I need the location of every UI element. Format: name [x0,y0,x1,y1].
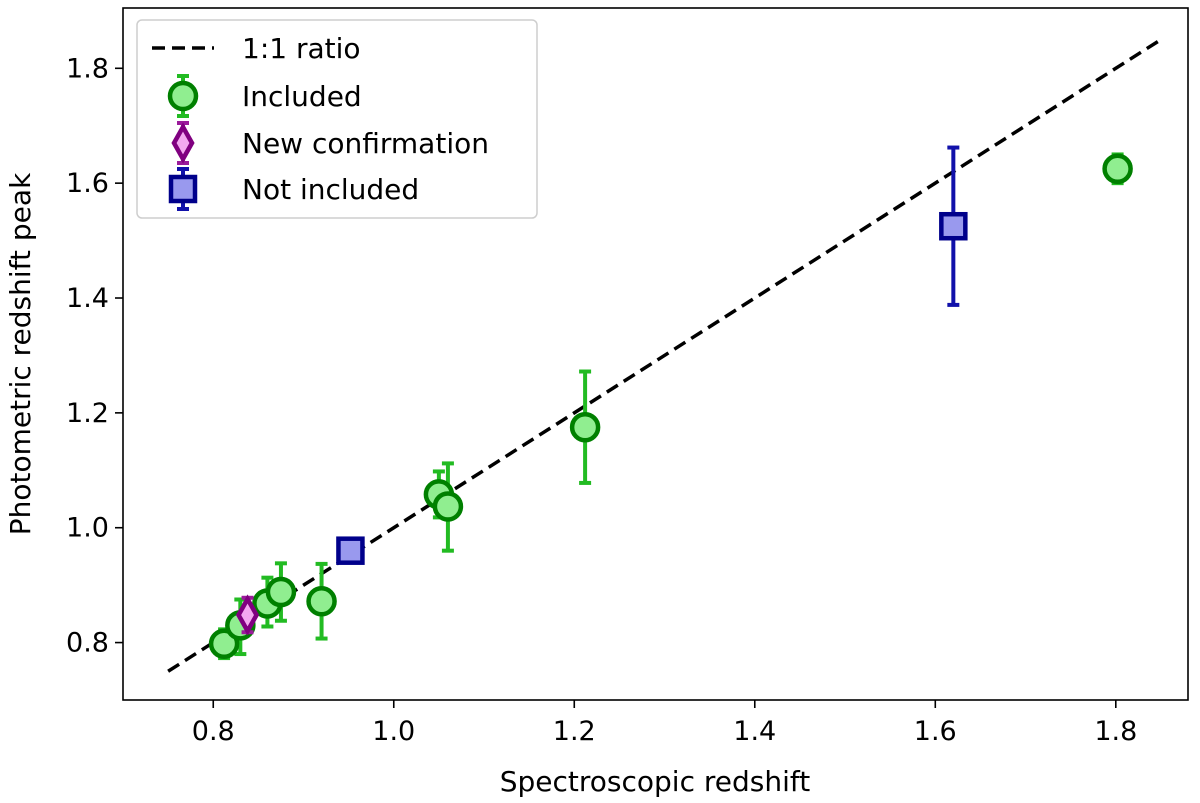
y-tick-label: 1.6 [66,168,109,199]
legend-label: Not included [242,173,419,206]
data-point-circle [265,576,297,608]
plot-area [167,38,1162,673]
data-point-circle [569,411,601,443]
y-axis-ticks: 0.8 1.0 1.2 1.4 1.6 1.8 [66,53,123,659]
data-point-square [939,211,968,241]
series-not-included [336,145,968,565]
data-point-circle [432,491,464,522]
y-tick-label: 0.8 [66,628,109,659]
y-tick-label: 1.0 [66,513,109,544]
x-tick-label: 1.2 [553,716,596,747]
legend-box [136,19,538,219]
x-tick-label: 1.8 [1094,716,1137,747]
x-tick-label: 1.0 [372,716,415,747]
x-tick-label: 1.6 [914,716,957,747]
x-tick-label: 0.8 [192,716,235,747]
series-included [208,152,1133,661]
plot-frame [122,7,1189,701]
legend-label: 1:1 ratio [242,32,361,65]
legend-handle-circle [167,80,199,112]
data-point-circle [306,585,337,617]
legend-label: New confirmation [242,127,489,160]
data-point-square [336,536,365,565]
y-axis-label: Photometric redshift peak [4,172,37,535]
reference-line-1to1 [167,38,1162,673]
data-point-diamond [235,594,260,636]
data-point-circle [1102,153,1133,185]
y-tick-label: 1.8 [66,53,109,84]
legend: 1:1 ratio Included New confirmation Not inc… [136,19,538,219]
legend-handle-square [168,174,198,204]
legend-handle-diamond [171,122,195,164]
x-tick-label: 1.4 [733,716,776,747]
data-point-circle [208,628,240,659]
x-axis-ticks: 0.8 1.0 1.2 1.4 1.6 1.8 [192,700,1137,747]
x-axis-label: Spectroscopic redshift [500,765,811,798]
legend-label: Included [242,80,362,113]
y-tick-label: 1.2 [66,398,109,429]
series-new-confirmation [235,594,260,636]
y-tick-label: 1.4 [66,283,109,314]
